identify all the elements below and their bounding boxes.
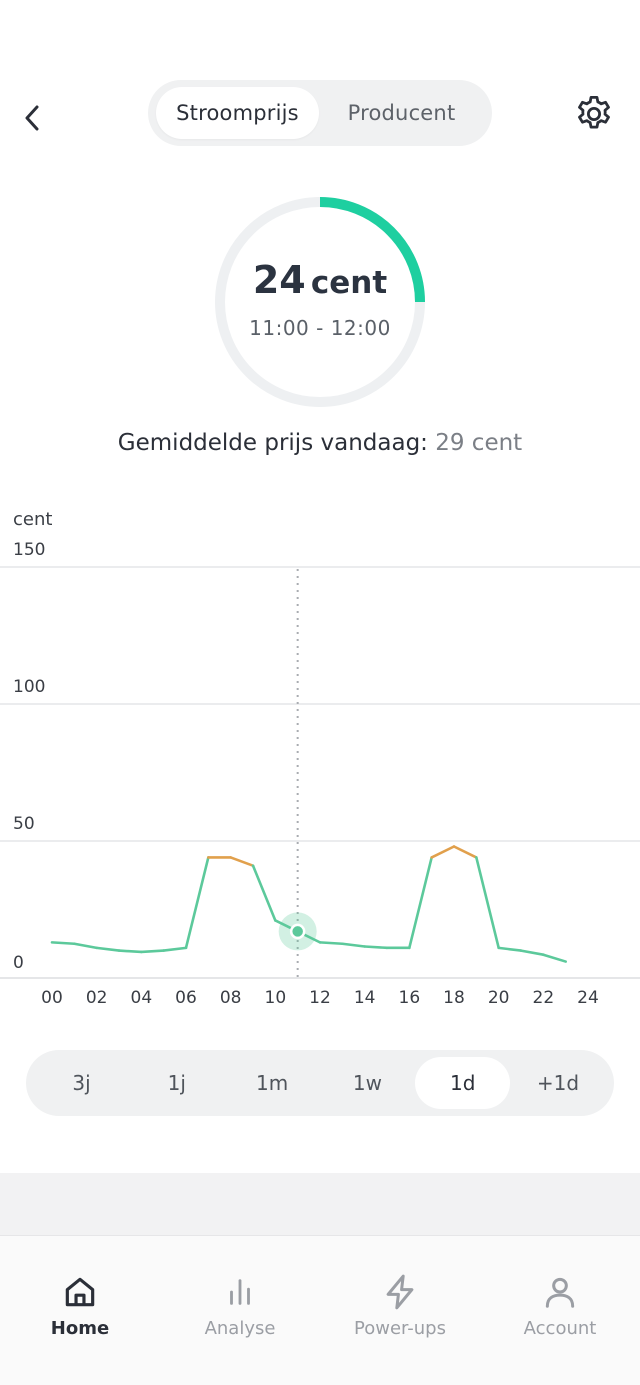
series-segment bbox=[184, 856, 210, 950]
series-segment bbox=[363, 945, 389, 950]
x-tick-label: 20 bbox=[488, 988, 510, 1008]
range-option-1j[interactable]: 1j bbox=[167, 1071, 186, 1095]
series-segment bbox=[475, 856, 500, 950]
selected-point[interactable] bbox=[289, 923, 306, 940]
y-tick-label: 0 bbox=[13, 953, 24, 973]
y-axis-label: cent bbox=[13, 509, 52, 530]
nav-item-label: Power-ups bbox=[354, 1318, 446, 1339]
back-button[interactable] bbox=[14, 100, 50, 136]
average-price-label: Gemiddelde prijs vandaag: bbox=[117, 430, 428, 456]
series-segment bbox=[318, 941, 344, 946]
bottom-navigation: Home Analyse Power-ups Account bbox=[0, 1235, 640, 1385]
current-price-value: 24 bbox=[252, 258, 306, 302]
y-tick-label: 50 bbox=[13, 814, 35, 834]
settings-button[interactable] bbox=[570, 90, 618, 138]
user-icon bbox=[540, 1272, 580, 1312]
ring-progress bbox=[319, 197, 425, 303]
current-price-unit: cent bbox=[310, 265, 388, 301]
series-segment bbox=[542, 953, 567, 963]
x-tick-label: 22 bbox=[533, 988, 555, 1008]
range-selector: 3j 1j 1m 1w 1d +1d bbox=[26, 1050, 614, 1116]
series-segment bbox=[117, 949, 143, 954]
range-option-1w[interactable]: 1w bbox=[352, 1071, 382, 1095]
series-segment bbox=[229, 856, 255, 867]
series-segment bbox=[73, 942, 98, 950]
x-tick-label: 06 bbox=[175, 988, 197, 1008]
price-chart[interactable]: cent 0 50 100 150 00 02 04 06 08 10 12 14 16 18 20 22 24 bbox=[0, 500, 640, 1020]
gear-icon bbox=[578, 95, 610, 129]
nav-item-account[interactable]: Account bbox=[480, 1236, 640, 1366]
x-tick-label: 00 bbox=[41, 988, 63, 1008]
x-tick-label: 16 bbox=[399, 988, 421, 1008]
series-segment bbox=[452, 845, 478, 859]
bar-chart-icon bbox=[220, 1272, 260, 1312]
nav-item-label: Account bbox=[523, 1318, 597, 1339]
x-tick-label: 12 bbox=[309, 988, 331, 1008]
lightning-icon bbox=[380, 1272, 420, 1312]
x-tick-label: 18 bbox=[443, 988, 465, 1008]
range-option-3j[interactable]: 3j bbox=[72, 1071, 91, 1095]
series-segment bbox=[341, 942, 366, 948]
series-segment bbox=[95, 946, 121, 952]
price-type-toggle: Stroomprijs Producent bbox=[148, 80, 492, 146]
section-divider bbox=[0, 1173, 640, 1235]
range-option-plus-1d[interactable]: +1d bbox=[536, 1071, 580, 1095]
average-price-value: 29 cent bbox=[435, 430, 523, 456]
chevron-left-icon bbox=[25, 105, 39, 131]
current-price: 24 cent bbox=[210, 258, 430, 302]
nav-item-analyse[interactable]: Analyse bbox=[160, 1236, 320, 1366]
average-price: Gemiddelde prijs vandaag: 29 cent bbox=[0, 430, 640, 456]
x-tick-label: 24 bbox=[577, 988, 599, 1008]
series-segment bbox=[519, 949, 545, 957]
series-segment bbox=[162, 946, 188, 952]
range-option-1m[interactable]: 1m bbox=[255, 1071, 289, 1095]
x-tick-label: 14 bbox=[354, 988, 376, 1008]
x-tick-label: 08 bbox=[220, 988, 242, 1008]
y-tick-label: 100 bbox=[13, 677, 45, 697]
x-tick-label: 04 bbox=[131, 988, 153, 1008]
x-tick-label: 10 bbox=[265, 988, 287, 1008]
current-price-time-range: 11:00 - 12:00 bbox=[249, 316, 391, 340]
series-segment bbox=[140, 949, 165, 954]
y-tick-label: 150 bbox=[13, 540, 45, 560]
price-ring bbox=[215, 197, 425, 407]
series-segment bbox=[430, 845, 456, 859]
x-tick-label: 02 bbox=[86, 988, 108, 1008]
nav-item-power-ups[interactable]: Power-ups bbox=[320, 1236, 480, 1366]
tab-producent[interactable]: Producent bbox=[347, 101, 456, 125]
nav-item-label: Home bbox=[50, 1318, 110, 1339]
tab-stroomprijs[interactable]: Stroomprijs bbox=[156, 87, 319, 139]
series-segment bbox=[251, 864, 277, 922]
series-segment bbox=[497, 946, 523, 952]
range-option-1d[interactable]: 1d bbox=[415, 1057, 511, 1109]
series-segment bbox=[408, 856, 433, 950]
nav-item-home[interactable]: Home bbox=[0, 1236, 160, 1366]
series-segment bbox=[50, 941, 76, 946]
nav-item-label: Analyse bbox=[204, 1318, 276, 1339]
home-icon bbox=[60, 1272, 100, 1312]
